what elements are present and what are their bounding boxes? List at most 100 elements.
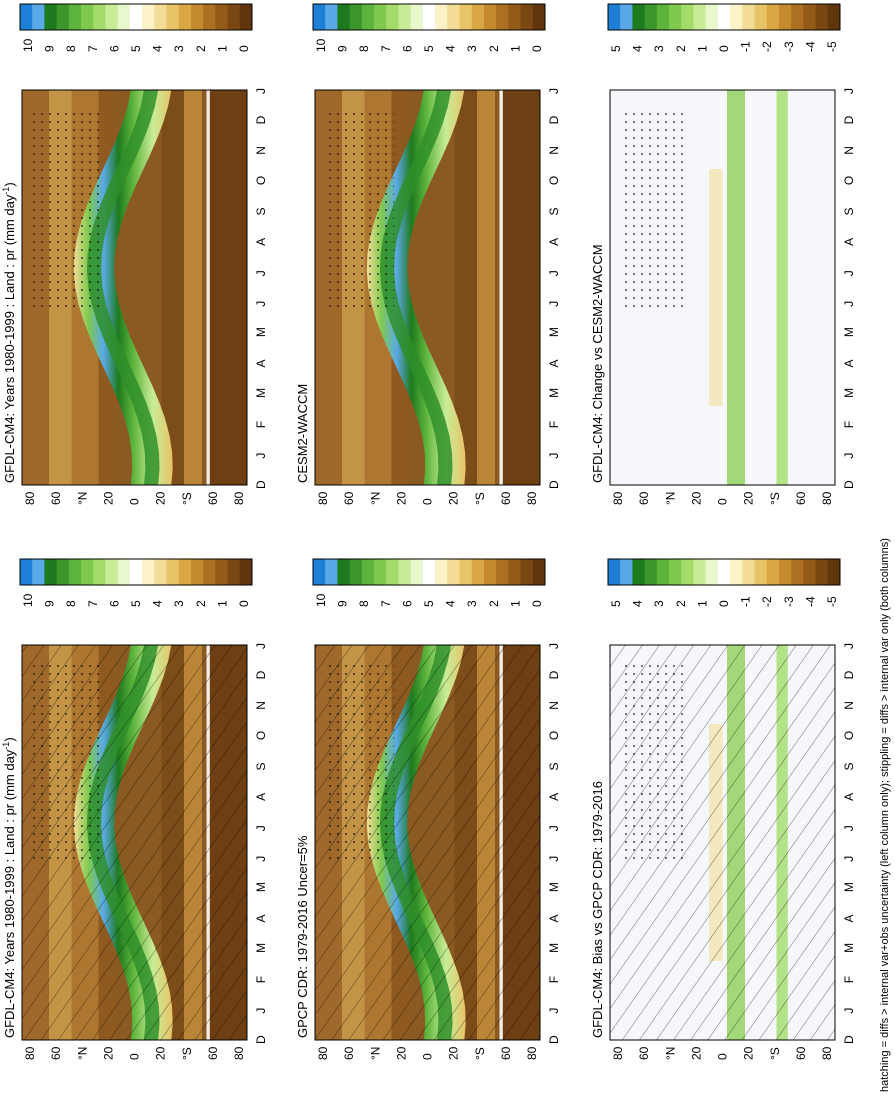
- colorbar-swatch: [313, 4, 326, 30]
- colorbar-frame: [312, 558, 546, 586]
- colorbar-swatch: [778, 559, 792, 585]
- latitude-band: [206, 90, 210, 485]
- colorbar-tick-label: 2: [487, 600, 501, 607]
- colorbar-tick-label: 10: [314, 593, 328, 607]
- latitude-tick-label: 80: [611, 491, 625, 505]
- latitude-tick-label: °S: [180, 492, 194, 505]
- colorbar-swatch: [215, 4, 229, 30]
- month-tick-label: M: [842, 882, 856, 892]
- month-tick-label: N: [842, 146, 856, 155]
- colorbar-tick-label: -1: [739, 596, 753, 607]
- colorbar-swatch: [81, 559, 94, 585]
- colorbar-frame: [607, 558, 841, 586]
- colorbar-tick-label: 8: [64, 45, 78, 52]
- month-tick-label: N: [254, 146, 268, 155]
- month-tick-label: M: [547, 327, 561, 337]
- month-tick-label: J: [254, 88, 268, 94]
- colorbar-swatch: [471, 4, 485, 30]
- itcz-core: [379, 90, 453, 485]
- month-tick-label: N: [842, 701, 856, 710]
- month-tick-label: J: [254, 453, 268, 459]
- colorbar-swatch: [361, 559, 375, 585]
- colorbar-swatch: [766, 559, 780, 585]
- colorbar-swatch: [620, 4, 633, 30]
- colorbar-tick-label: 6: [107, 600, 121, 607]
- panel-title: GFDL-CM4: Years 1980-1999 : Land : pr (m…: [1, 737, 17, 1038]
- month-tick-label: J: [842, 301, 856, 307]
- plot-frame: [314, 89, 541, 486]
- colorbar-tick-label: 9: [43, 45, 57, 52]
- heatmap-field: [22, 90, 247, 485]
- colorbar: 5 4 3 2 1 0 -1 -2 -3 -4 -5: [607, 558, 841, 607]
- latitude-tick-label: 0: [716, 1053, 730, 1060]
- colorbar-swatch: [681, 4, 694, 30]
- month-tick-label: M: [254, 943, 268, 953]
- month-tick-label: M: [547, 388, 561, 398]
- colorbar-swatch: [693, 4, 707, 30]
- latitude-tick-label: 20: [689, 491, 703, 505]
- colorbar-swatch: [386, 559, 399, 585]
- diff-band: [776, 90, 788, 485]
- month-tick-label: M: [254, 882, 268, 892]
- colorbar-frame: [312, 3, 546, 31]
- month-tick-label: F: [254, 976, 268, 983]
- colorbar-swatch: [742, 4, 756, 30]
- colorbar-swatch: [508, 559, 522, 585]
- colorbar-swatch: [422, 559, 436, 585]
- month-tick-label: O: [842, 176, 856, 185]
- colorbar-tick-label: 4: [151, 600, 165, 607]
- stippling-overlay: [621, 109, 689, 308]
- panel-title: GPCP CDR: 1979-2016 Uncer=5%: [295, 835, 310, 1038]
- month-tick-label: F: [547, 976, 561, 983]
- colorbar-swatch: [337, 4, 351, 30]
- month-tick-label: A: [842, 914, 856, 922]
- colorbar-swatch: [717, 559, 731, 585]
- month-tick-label: F: [547, 421, 561, 428]
- colorbar-tick-label: 1: [695, 45, 709, 52]
- latitude-tick-label: 60: [206, 491, 220, 505]
- month-tick-label: A: [547, 793, 561, 801]
- colorbar-swatch: [129, 559, 143, 585]
- colorbar-swatch: [227, 4, 241, 30]
- colorbar-swatch: [93, 4, 106, 30]
- month-tick-label: A: [254, 359, 268, 367]
- month-tick-label: N: [254, 701, 268, 710]
- colorbar-swatch: [166, 559, 180, 585]
- colorbar-swatch: [227, 559, 241, 585]
- latitude-tick-label: 60: [794, 491, 808, 505]
- latitude-tick-label: 0: [128, 1053, 142, 1060]
- colorbar-tick-label: 7: [379, 600, 393, 607]
- month-tick-label: M: [842, 943, 856, 953]
- latitude-tick-label: °N: [663, 492, 677, 505]
- month-tick-label: J: [842, 88, 856, 94]
- colorbar-swatch: [349, 559, 363, 585]
- month-tick-label: M: [547, 882, 561, 892]
- colorbar-swatch: [105, 559, 119, 585]
- month-tick-label: M: [842, 327, 856, 337]
- colorbar-swatch: [68, 559, 82, 585]
- month-tick-label: D: [547, 1035, 561, 1044]
- plot-frame: [21, 644, 248, 1041]
- figure-footnote: hatching = diffs > internal var+obs unce…: [879, 538, 891, 1092]
- colorbar-tick-label: -3: [782, 41, 796, 52]
- latitude-tick-label: 60: [342, 491, 356, 505]
- month-tick-label: F: [254, 421, 268, 428]
- heatmap-field: [22, 645, 247, 1040]
- month-tick-label: D: [547, 670, 561, 679]
- latitude-tick-label: °N: [368, 1047, 382, 1060]
- month-tick-label: J: [842, 856, 856, 862]
- month-tick-label: J: [842, 825, 856, 831]
- month-tick-label: M: [547, 943, 561, 953]
- colorbar-swatch: [632, 559, 646, 585]
- latitude-band: [209, 90, 247, 485]
- colorbar-swatch: [608, 559, 621, 585]
- colorbar-swatch: [644, 559, 658, 585]
- latitude-tick-label: 0: [421, 498, 435, 505]
- month-tick-label: D: [842, 480, 856, 489]
- latitude-tick-label: 20: [154, 1046, 168, 1060]
- panel-right-bottom: 5 4 3 2 1 0 -1 -2 -3 -4 -5 80 60 °N 20 0 20 °S 60 80 D J F M A M J…: [590, 3, 856, 505]
- latitude-tick-label: °S: [473, 1047, 487, 1060]
- plot-frame: [609, 89, 836, 486]
- colorbar-tick-label: 0: [530, 600, 544, 607]
